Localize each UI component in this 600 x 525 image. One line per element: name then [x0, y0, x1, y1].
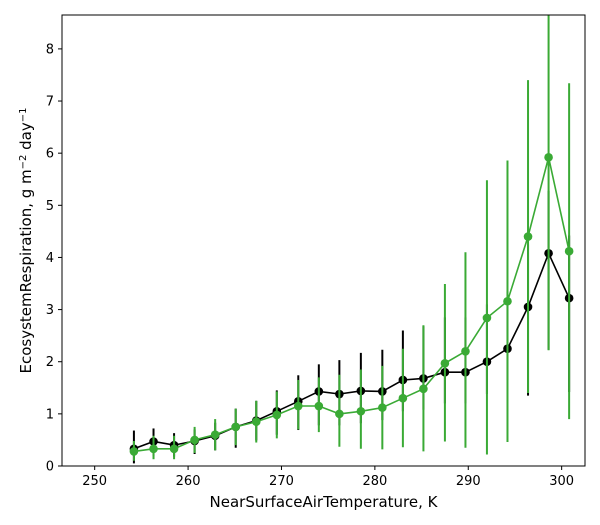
data-point: [335, 409, 344, 419]
data-point: [129, 447, 139, 456]
data-point: [293, 401, 303, 411]
y-tick-label: 8: [46, 42, 54, 57]
data-point: [398, 393, 408, 403]
y-tick-label: 4: [46, 251, 54, 266]
series-line: [133, 157, 570, 453]
x-tick-label: 280: [362, 474, 387, 489]
data-point: [440, 358, 450, 368]
x-axis-ticks: 250 260 270 280 290 300: [82, 466, 574, 489]
y-axis-title-main: EcosystemRespiration, g m: [17, 169, 35, 373]
y-tick-label: 5: [46, 199, 54, 214]
x-tick-label: 290: [456, 474, 481, 489]
data-point: [564, 246, 574, 256]
data-point: [419, 384, 428, 394]
y-axis-title-sup2: −1: [18, 108, 29, 123]
series-1: [129, 15, 574, 461]
x-tick-label: 260: [176, 474, 201, 489]
y-axis-ticks: 0 1 2 3 4 5 6 7 8: [46, 42, 62, 475]
x-tick-label: 270: [269, 474, 294, 489]
data-point: [461, 346, 470, 356]
data-point: [482, 313, 492, 323]
data-point: [231, 422, 241, 432]
x-tick-label: 250: [82, 474, 107, 489]
y-axis-title-mid: day: [17, 122, 35, 154]
x-tick-label: 300: [549, 474, 574, 489]
data-point: [544, 153, 553, 162]
data-point: [272, 410, 282, 420]
series-layer: [129, 15, 574, 464]
data-point: [169, 444, 179, 454]
data-point: [314, 401, 324, 411]
y-tick-label: 3: [46, 303, 54, 318]
axes-frame: [61, 14, 586, 467]
data-point: [378, 403, 387, 412]
y-axis-title-sup1: −2: [18, 155, 29, 170]
data-point: [210, 430, 220, 440]
y-axis-title: EcosystemRespiration, g m−2 day−1: [17, 108, 35, 374]
data-point: [190, 435, 199, 445]
y-tick-label: 2: [46, 355, 54, 370]
y-tick-label: 7: [46, 95, 54, 110]
series-line: [133, 251, 570, 450]
data-point: [523, 232, 533, 241]
y-tick-label: 0: [46, 460, 54, 475]
y-tick-label: 6: [46, 147, 54, 162]
x-axis-title: NearSurfaceAirTemperature, K: [210, 493, 439, 511]
data-point: [251, 417, 261, 426]
data-point: [503, 296, 512, 306]
y-tick-label: 1: [46, 407, 54, 422]
data-point: [149, 444, 158, 454]
data-point: [356, 406, 366, 416]
